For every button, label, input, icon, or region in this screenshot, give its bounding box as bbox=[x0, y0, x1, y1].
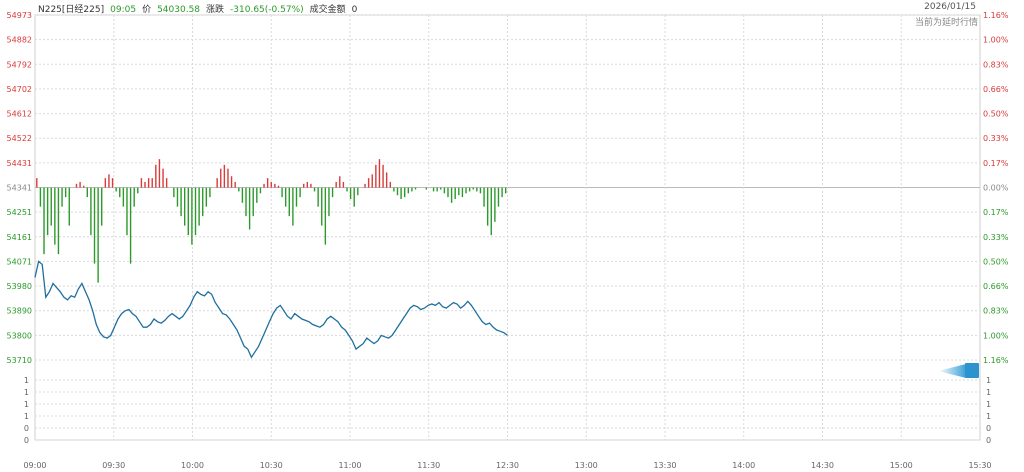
x-tick-label: 12:30 bbox=[496, 461, 519, 470]
delay-notice: 当前为延时行情 bbox=[914, 18, 978, 28]
x-tick-label: 13:00 bbox=[575, 461, 598, 470]
y-tick-label-right: 1.00% bbox=[983, 36, 1009, 45]
volume-tick-label-left: 0 bbox=[24, 424, 29, 433]
y-tick-label-left: 54702 bbox=[7, 85, 32, 94]
y-tick-label-right: 0.83% bbox=[983, 60, 1009, 69]
y-tick-label-left: 53890 bbox=[7, 307, 32, 316]
marker-tail-icon bbox=[938, 364, 966, 378]
header-line: N225[日经225] 09:05 价 54030.58 涨跌 -310.65(-0.57… bbox=[38, 2, 363, 15]
y-tick-label-right: 0.33% bbox=[983, 233, 1009, 242]
volume-tick-label-right: 1 bbox=[986, 376, 991, 385]
y-tick-label-right: 0.83% bbox=[983, 307, 1009, 316]
marker-icon bbox=[965, 363, 979, 378]
change-value: -310.65(-0.57%) bbox=[230, 5, 304, 15]
y-tick-label-left: 54882 bbox=[7, 36, 32, 45]
x-tick-label: 10:00 bbox=[181, 461, 204, 470]
x-tick-label: 10:30 bbox=[260, 461, 283, 470]
price-value: 54030.58 bbox=[157, 5, 201, 15]
x-tick-label: 14:00 bbox=[732, 461, 755, 470]
y-tick-label-left: 54973 bbox=[7, 11, 32, 20]
y-tick-label-left: 54161 bbox=[7, 233, 32, 242]
y-tick-label-right: 0.33% bbox=[983, 134, 1009, 143]
volume-tick-label-left: 1 bbox=[24, 412, 29, 421]
y-tick-label-right: 0.17% bbox=[983, 159, 1009, 168]
price-line bbox=[34, 260, 508, 359]
y-tick-label-right: 1.16% bbox=[983, 11, 1009, 20]
y-tick-label-right: 0.66% bbox=[983, 282, 1009, 291]
y-tick-label-right: 0.66% bbox=[983, 85, 1009, 94]
time-label: 09:05 bbox=[110, 5, 137, 15]
x-tick-label: 09:30 bbox=[102, 461, 125, 470]
x-tick-label: 11:00 bbox=[338, 461, 361, 470]
y-tick-label-left: 53710 bbox=[7, 356, 32, 365]
y-tick-label-right: 1.00% bbox=[983, 331, 1009, 340]
volume-tick-label-right: 1 bbox=[986, 412, 991, 421]
volume-tick-label-left: 1 bbox=[24, 388, 29, 397]
x-tick-label: 09:00 bbox=[23, 461, 46, 470]
y-tick-label-right: 0.50% bbox=[983, 110, 1009, 119]
date-label: 2026/01/15 bbox=[924, 2, 976, 12]
volume-tick-label-right: 1 bbox=[986, 400, 991, 409]
y-tick-label-left: 54612 bbox=[7, 110, 32, 119]
symbol-label: N225[日经225] bbox=[38, 5, 105, 15]
y-tick-label-left: 54792 bbox=[7, 60, 32, 69]
y-tick-label-left: 54431 bbox=[7, 159, 32, 168]
x-tick-label: 14:30 bbox=[811, 461, 834, 470]
y-tick-label-right: 1.16% bbox=[983, 356, 1009, 365]
y-tick-label-right: 0.17% bbox=[983, 208, 1009, 217]
y-tick-label-left: 53980 bbox=[7, 282, 32, 291]
change-caption: 涨跌 bbox=[206, 5, 225, 15]
y-tick-label-left: 54251 bbox=[7, 208, 32, 217]
x-tick-label: 13:30 bbox=[653, 461, 676, 470]
volume-tick-label-left: 0 bbox=[24, 436, 29, 445]
x-tick-label: 11:30 bbox=[417, 461, 440, 470]
y-tick-label-left: 54071 bbox=[7, 257, 32, 266]
turnover-value: 0 bbox=[351, 5, 358, 15]
y-tick-label-left: 54341 bbox=[7, 184, 32, 193]
price-caption: 价 bbox=[142, 5, 152, 15]
volume-tick-label-left: 1 bbox=[24, 376, 29, 385]
y-tick-label-left: 53800 bbox=[7, 331, 32, 340]
turnover-caption: 成交金额 bbox=[309, 5, 346, 15]
volume-tick-label-right: 0 bbox=[986, 424, 991, 433]
y-tick-label-left: 54522 bbox=[7, 134, 32, 143]
x-tick-label: 15:30 bbox=[968, 461, 991, 470]
y-tick-label-right: 0.00% bbox=[983, 184, 1009, 193]
volume-tick-label-right: 1 bbox=[986, 388, 991, 397]
x-tick-label: 15:00 bbox=[890, 461, 913, 470]
y-tick-label-right: 0.50% bbox=[983, 257, 1009, 266]
volume-tick-label-right: 0 bbox=[986, 436, 991, 445]
volume-tick-label-left: 1 bbox=[24, 400, 29, 409]
